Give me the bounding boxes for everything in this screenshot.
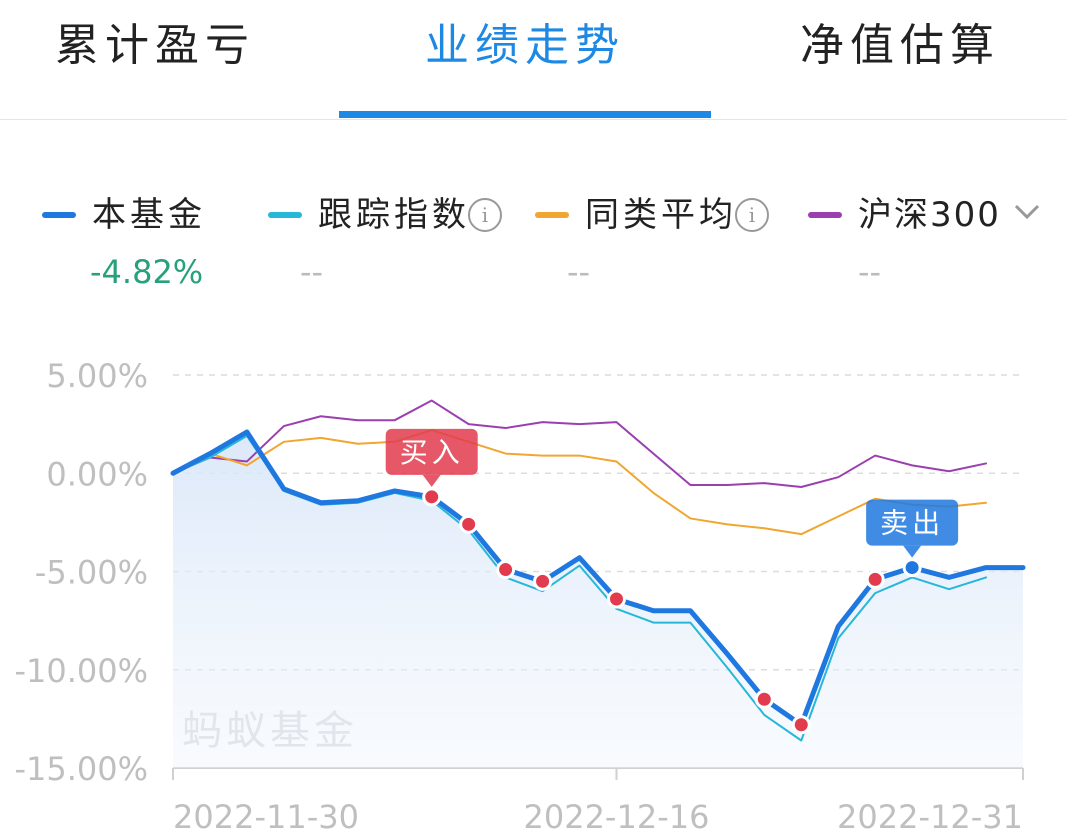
legend-value-tracking-index: -- — [300, 253, 324, 291]
series-line-csi300 — [172, 399, 988, 489]
sell-callout-bg — [866, 499, 959, 546]
buy-callout-pointer — [422, 474, 441, 487]
y-tick-label: -5.00% — [35, 554, 148, 592]
buy-point-marker[interactable] — [496, 560, 516, 580]
sell-callout-label: 卖出 — [880, 507, 944, 540]
buy-point-marker[interactable] — [791, 715, 811, 735]
legend-item-csi300[interactable]: 沪深300 — [808, 190, 1048, 240]
legend-value-category-average: -- — [567, 253, 591, 291]
buy-point-marker[interactable] — [422, 487, 442, 507]
legend-item-category-average[interactable]: 同类平均 i — [535, 190, 775, 240]
active-tab-indicator — [339, 111, 711, 118]
buy-point-marker[interactable] — [533, 571, 553, 591]
buy-callout-bg — [385, 428, 478, 475]
y-tick-label: 0.00% — [46, 455, 148, 493]
legend-value-csi300: -- — [858, 253, 882, 291]
legend-label-csi300: 沪深300 — [858, 195, 1001, 235]
info-circle-icon[interactable]: i — [468, 198, 502, 232]
legend-value-fund: -4.82% — [90, 253, 204, 291]
tab-cumulative-pnl[interactable]: 累计盈亏 — [55, 20, 255, 71]
info-circle-icon[interactable]: i — [735, 198, 769, 232]
buy-point-marker[interactable] — [754, 689, 774, 709]
tab-performance-trend[interactable]: 业绩走势 — [425, 20, 625, 71]
x-tick-label: 2022-12-16 — [523, 798, 709, 836]
series-line-category-average — [172, 429, 988, 536]
y-tick-label: -15.00% — [14, 750, 148, 788]
fund-area-fill — [173, 431, 1023, 768]
tab-bar: 累计盈亏 业绩走势 净值估算 — [0, 0, 1067, 120]
legend-swatch-fund — [42, 212, 76, 218]
x-tick-label: 2022-11-30 — [173, 798, 359, 836]
buy-point-marker[interactable] — [865, 569, 885, 589]
buy-point-marker[interactable] — [606, 589, 626, 609]
x-tick-label: 2022-12-31 — [837, 798, 1023, 836]
sell-callout[interactable]: 卖出 — [866, 499, 959, 558]
legend-label-tracking-index: 跟踪指数 — [318, 195, 470, 235]
chevron-down-icon[interactable] — [1012, 196, 1042, 226]
legend-label-fund: 本基金 — [92, 195, 206, 235]
tab-nav-estimate[interactable]: 净值估算 — [800, 20, 1000, 71]
legend-swatch-tracking-index — [268, 212, 302, 218]
legend-swatch-category-average — [535, 212, 569, 218]
buy-callout[interactable]: 买入 — [385, 428, 478, 487]
sell-callout-pointer — [903, 545, 922, 558]
y-tick-label: 5.00% — [46, 357, 148, 395]
legend-swatch-csi300 — [808, 212, 842, 218]
legend-item-tracking-index[interactable]: 跟踪指数 i — [268, 190, 508, 240]
watermark-text: 蚂蚁基金 — [182, 708, 358, 754]
sell-point-marker[interactable] — [902, 558, 922, 578]
buy-point-marker[interactable] — [459, 514, 479, 534]
legend-item-fund[interactable]: 本基金 — [42, 190, 242, 240]
legend-label-category-average: 同类平均 — [585, 195, 737, 235]
y-tick-label: -10.00% — [14, 652, 148, 690]
buy-callout-label: 买入 — [400, 436, 464, 469]
